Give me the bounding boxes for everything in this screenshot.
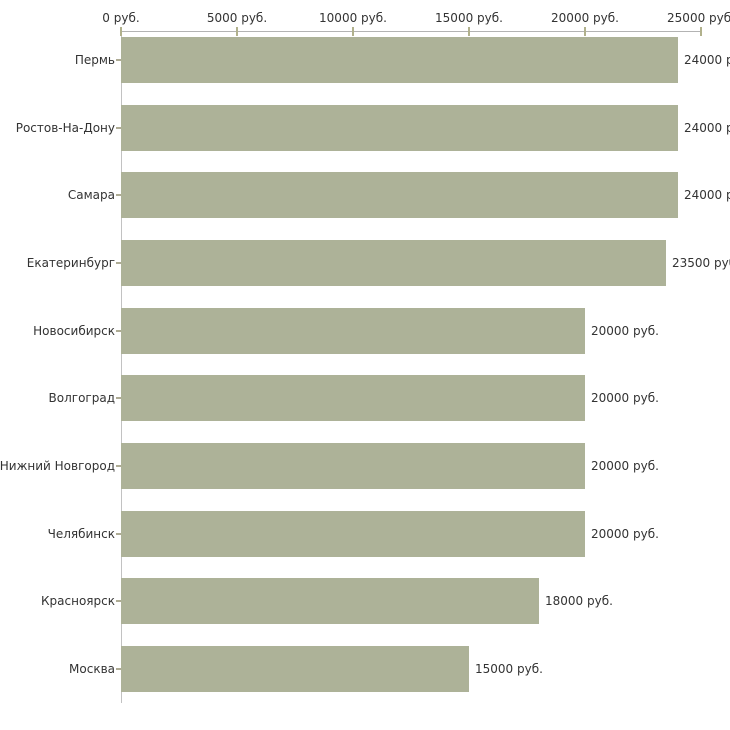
- category-label: Москва: [69, 661, 115, 676]
- y-axis-row-tick: [116, 261, 121, 264]
- x-axis-tick-label: 25000 руб.: [667, 11, 730, 25]
- y-axis-row-tick: [116, 126, 121, 129]
- y-axis-row-tick: [116, 667, 121, 670]
- y-axis-row-tick: [116, 600, 121, 603]
- x-axis-tick: [700, 27, 702, 36]
- x-axis-tick: [352, 27, 354, 36]
- bar: [121, 510, 585, 557]
- y-axis-row-tick: [116, 194, 121, 197]
- y-axis-row-tick: [116, 464, 121, 467]
- bar: [121, 37, 678, 83]
- bar: [121, 578, 539, 625]
- y-axis-row-tick: [116, 59, 121, 61]
- x-axis-tick-label: 0 руб.: [102, 11, 140, 25]
- value-label: 24000 руб.: [684, 188, 730, 203]
- category-label: Новосибирск: [33, 323, 115, 338]
- value-label: 20000 руб.: [591, 323, 659, 338]
- value-label: 20000 руб.: [591, 391, 659, 406]
- bar: [121, 239, 666, 286]
- category-label: Нижний Новгород: [0, 458, 115, 473]
- x-axis-line: [121, 31, 701, 32]
- category-label: Челябинск: [47, 526, 115, 541]
- x-axis-tick-label: 10000 руб.: [319, 11, 387, 25]
- bar: [121, 104, 678, 151]
- value-label: 18000 руб.: [545, 594, 613, 609]
- bar: [121, 375, 585, 422]
- x-axis-tick: [468, 27, 470, 36]
- bar: [121, 307, 585, 354]
- value-label: 24000 руб.: [684, 120, 730, 135]
- category-label: Ростов-На-Дону: [15, 120, 115, 135]
- category-label: Пермь: [74, 53, 115, 67]
- category-label: Волгоград: [48, 391, 115, 406]
- bar: [121, 442, 585, 489]
- y-axis-row-tick: [116, 397, 121, 400]
- value-label: 15000 руб.: [475, 661, 543, 676]
- value-label: 24000 руб.: [684, 53, 730, 67]
- x-axis-tick-label: 5000 руб.: [206, 11, 268, 25]
- bar: [121, 645, 469, 692]
- x-axis-tick: [120, 27, 122, 36]
- category-label: Самара: [67, 188, 115, 203]
- x-axis-tick: [584, 27, 586, 36]
- bar: [121, 172, 678, 219]
- x-axis-tick-label: 20000 руб.: [551, 11, 619, 25]
- value-label: 23500 руб.: [672, 255, 730, 270]
- category-label: Екатеринбург: [26, 255, 115, 270]
- y-axis-row-tick: [116, 329, 121, 332]
- category-label: Красноярск: [41, 594, 115, 609]
- value-label: 20000 руб.: [591, 458, 659, 473]
- x-axis-tick-label: 15000 руб.: [435, 11, 503, 25]
- y-axis-line: [121, 31, 122, 703]
- y-axis-row-tick: [116, 532, 121, 535]
- value-label: 20000 руб.: [591, 526, 659, 541]
- x-axis-tick: [236, 27, 238, 36]
